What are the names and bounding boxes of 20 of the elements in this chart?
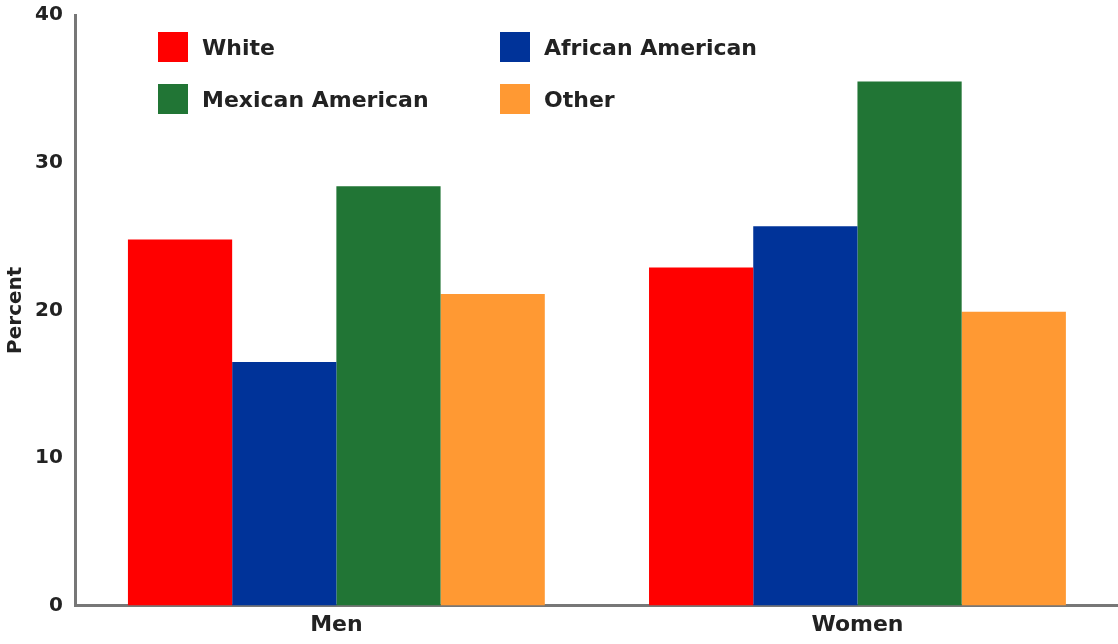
- y-tick-label: 20: [34, 296, 63, 321]
- bar: [961, 311, 1066, 606]
- y-tick-label: 0: [48, 591, 63, 616]
- bar: [127, 239, 233, 606]
- bar: [336, 186, 441, 606]
- bar: [232, 361, 337, 606]
- legend-label: African American: [544, 34, 758, 60]
- y-tick-label: 40: [34, 1, 63, 26]
- bar: [857, 81, 962, 606]
- bar: [753, 226, 858, 606]
- x-tick-label: Men: [310, 610, 363, 636]
- bar: [649, 267, 754, 606]
- x-tick-label: Women: [811, 610, 904, 636]
- y-axis-title: Percent: [2, 266, 27, 354]
- legend-label: Mexican American: [202, 86, 429, 112]
- y-tick-label: 10: [34, 444, 63, 469]
- legend-label: White: [202, 34, 275, 60]
- bar: [440, 294, 545, 606]
- y-tick-label: 30: [34, 148, 63, 173]
- legend-label: Other: [544, 86, 615, 112]
